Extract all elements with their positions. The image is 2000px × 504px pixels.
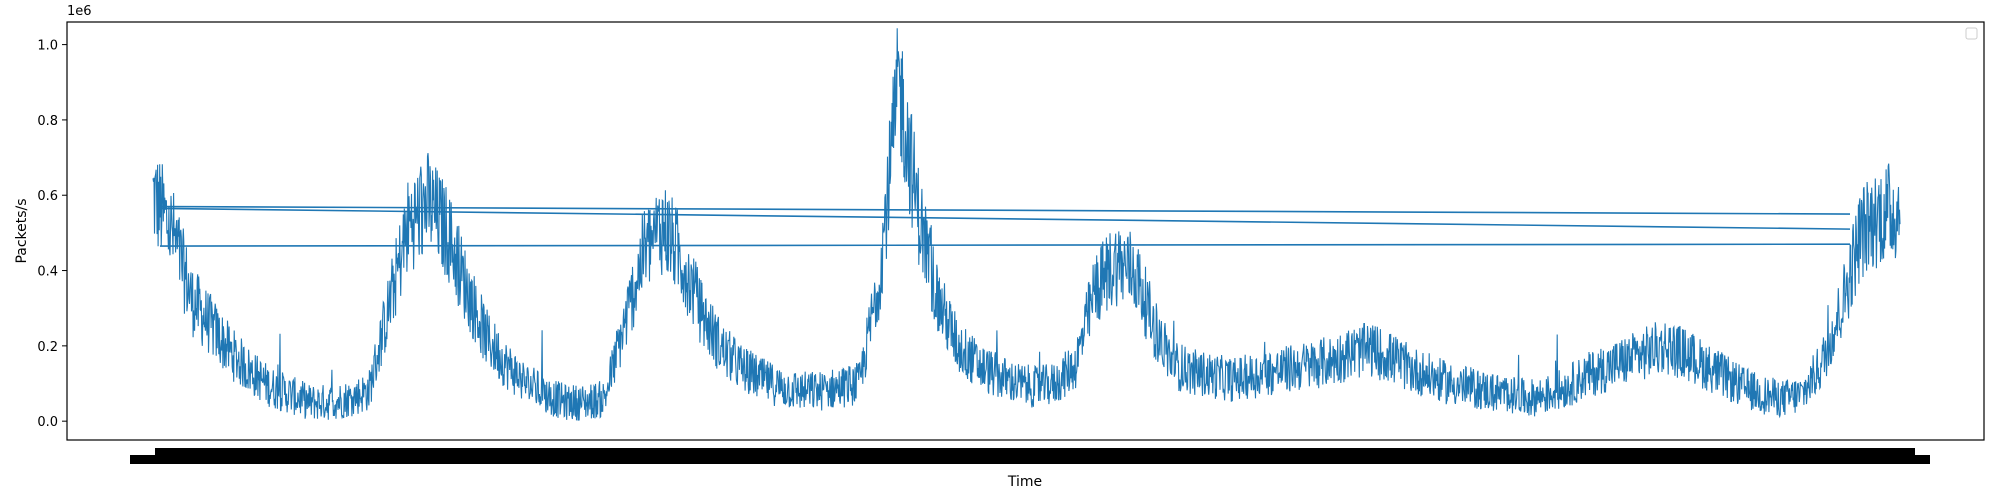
y-offset-text: 1e6 <box>67 4 92 19</box>
series-group <box>152 28 1901 421</box>
legend-box <box>1965 27 1978 40</box>
x-axis-label: Time <box>1007 474 1042 490</box>
series-connector-line <box>159 207 1851 230</box>
series-connector-line <box>159 243 1851 247</box>
y-tick-label: 0.0 <box>37 415 58 430</box>
y-tick-label: 1.0 <box>37 39 58 54</box>
series-connector-line <box>159 205 1851 215</box>
series-line <box>152 28 1901 421</box>
x-tick-label-band-lower <box>130 455 1930 464</box>
y-tick-label: 0.8 <box>37 114 58 129</box>
x-tick-label-band <box>155 448 1915 457</box>
y-tick-label: 0.4 <box>37 265 58 280</box>
y-tick-label: 0.6 <box>37 189 58 204</box>
y-tick-label: 0.2 <box>37 340 58 355</box>
y-axis-label: Packets/s <box>14 198 30 263</box>
plot-area <box>66 21 1985 441</box>
y-axis-ticks: 0.0 0.2 0.4 0.6 0.8 1.0 <box>37 39 67 430</box>
